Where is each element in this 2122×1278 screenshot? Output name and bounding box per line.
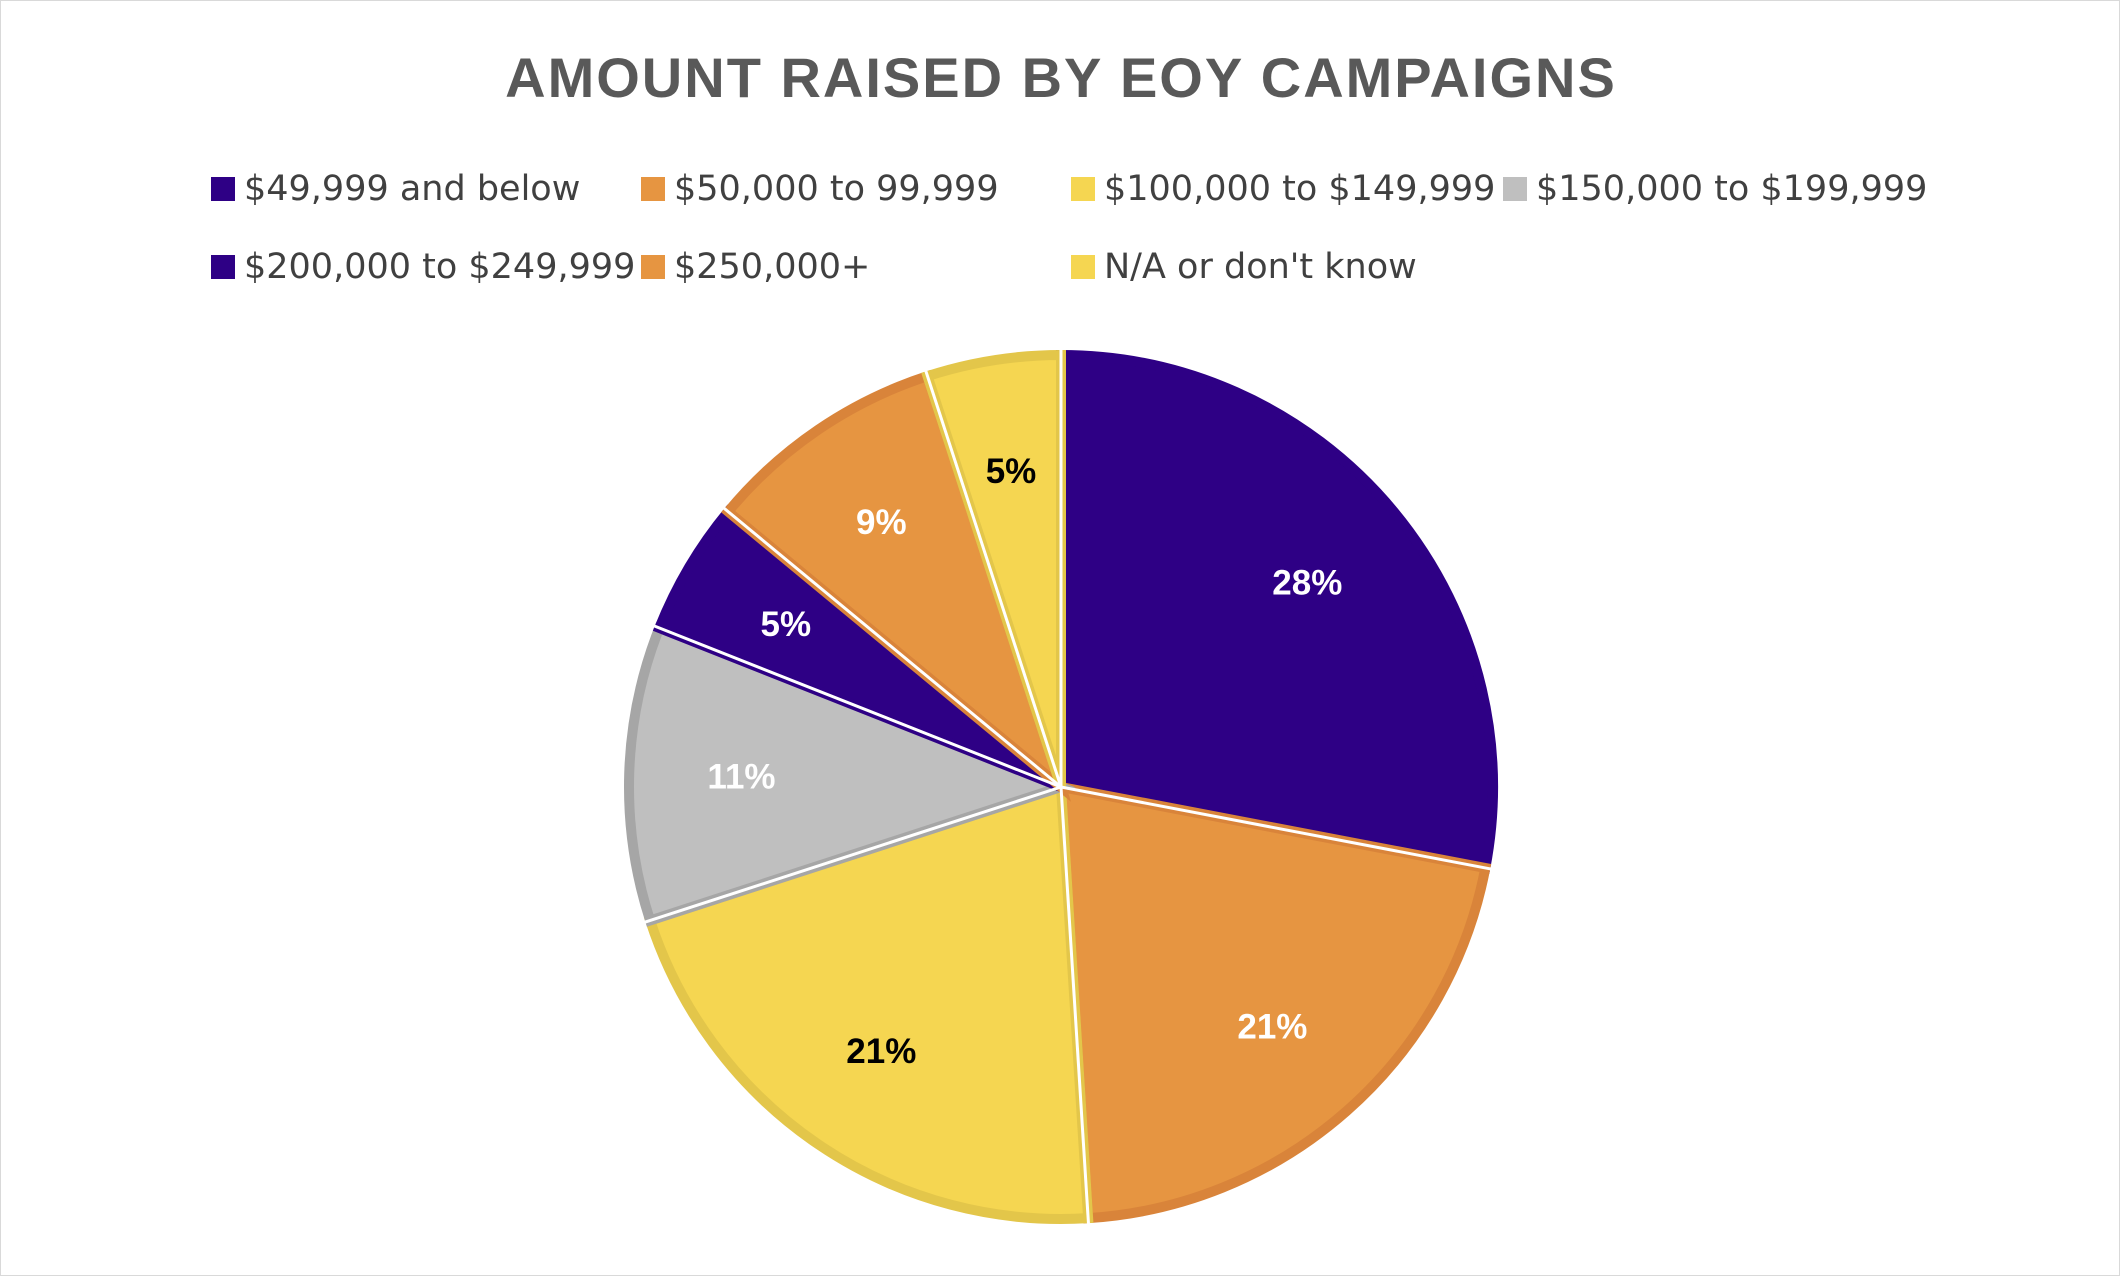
slice-separator bbox=[643, 785, 1062, 924]
legend-label: $50,000 to 99,999 bbox=[674, 169, 999, 209]
legend-item-50000-to-99999: $50,000 to 99,999 bbox=[641, 169, 999, 209]
legend-label: $250,000+ bbox=[674, 247, 871, 287]
slice-separator bbox=[653, 624, 1062, 789]
legend-item-na-or-dont-know: N/A or don't know bbox=[1071, 247, 1417, 287]
data-label-250000-plus: 9% bbox=[856, 503, 907, 542]
legend-swatch bbox=[211, 255, 235, 279]
legend-swatch bbox=[641, 255, 665, 279]
data-label-150000-to-199999: 11% bbox=[707, 757, 775, 796]
legend-item-150000-to-199999: $150,000 to $199,999 bbox=[1503, 169, 1927, 209]
chart-title: AMOUNT RAISED BY EOY CAMPAIGNS bbox=[505, 46, 1617, 109]
slice-49999-and-below bbox=[1056, 349, 1498, 874]
slice-100000-to-149999 bbox=[643, 780, 1094, 1224]
slice-250000-plus bbox=[721, 369, 1072, 802]
legend-item-200000-to-249999: $200,000 to $249,999 bbox=[211, 247, 635, 287]
data-label-49999-and-below: 28% bbox=[1272, 564, 1342, 603]
slice-separator bbox=[924, 369, 1063, 788]
legend-label: $150,000 to $199,999 bbox=[1536, 169, 1928, 209]
slice-150000-to-199999 bbox=[624, 621, 1076, 927]
legend-swatch bbox=[641, 177, 665, 201]
legend-item-49999-and-below: $49,999 and below bbox=[211, 169, 580, 209]
data-label-200000-to-249999: 5% bbox=[761, 605, 812, 644]
legend-label: $49,999 and below bbox=[244, 169, 581, 209]
legend-swatch bbox=[1071, 255, 1095, 279]
slice-50000-to-99999 bbox=[1055, 780, 1492, 1224]
legend-label: N/A or don't know bbox=[1104, 247, 1417, 287]
legend-swatch bbox=[1071, 177, 1095, 201]
slice-separator bbox=[1060, 785, 1492, 871]
legend-item-100000-to-149999: $100,000 to $149,999 bbox=[1071, 169, 1495, 209]
legend-swatch bbox=[1503, 177, 1527, 201]
data-label-50000-to-99999: 21% bbox=[1237, 1007, 1307, 1046]
legend-label: $100,000 to $149,999 bbox=[1104, 169, 1496, 209]
slice-separator bbox=[722, 506, 1062, 789]
data-label-100000-to-149999: 21% bbox=[846, 1032, 916, 1071]
legend-item-250000-plus: $250,000+ bbox=[641, 247, 870, 287]
legend-swatch bbox=[211, 177, 235, 201]
legend-label: $200,000 to $249,999 bbox=[244, 247, 636, 287]
slice-separator bbox=[1059, 786, 1090, 1225]
data-label-na-or-dont-know: 5% bbox=[986, 452, 1037, 491]
